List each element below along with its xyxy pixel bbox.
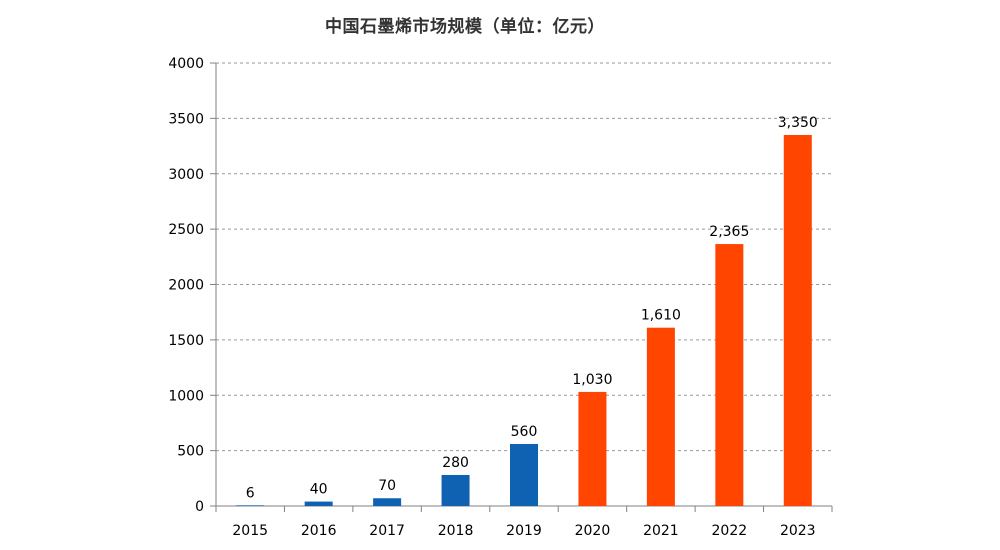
x-tick-label: 2017 — [369, 523, 405, 539]
x-tick-label: 2020 — [575, 523, 611, 539]
data-label: 70 — [378, 478, 396, 494]
bar-2023 — [783, 134, 812, 507]
bars — [236, 134, 812, 507]
bar-2015 — [236, 505, 265, 506]
x-tick-label: 2019 — [506, 523, 542, 539]
bar-2021 — [646, 327, 675, 506]
x-tick-label: 2015 — [232, 523, 268, 539]
data-label: 1,030 — [572, 372, 612, 388]
data-label: 560 — [511, 424, 538, 440]
bar-2017 — [373, 498, 402, 506]
y-tick-label: 1500 — [168, 333, 204, 349]
data-label: 2,365 — [709, 224, 749, 240]
data-label: 40 — [310, 482, 328, 498]
bar-2022 — [715, 244, 744, 507]
data-label: 6 — [246, 485, 255, 501]
y-tick-label: 2500 — [168, 222, 204, 238]
bar-2018 — [441, 474, 470, 506]
bar-2019 — [510, 443, 538, 506]
x-tick-label: 2021 — [643, 523, 679, 539]
y-tick-label: 500 — [177, 444, 204, 460]
y-tick-label: 4000 — [168, 56, 204, 72]
x-tick-labels: 2015 2016 2017 2018 2019 2020 2021 2022 2023 — [232, 523, 815, 539]
chart-title: 中国石墨烯市场规模（单位：亿元） — [325, 17, 605, 37]
y-tick-labels: 0 500 1000 1500 2000 2500 3000 3500 4000 — [168, 56, 204, 515]
x-tick-label: 2018 — [438, 523, 474, 539]
y-tick-label: 0 — [195, 499, 204, 515]
y-tick-label: 2000 — [168, 278, 204, 294]
x-tick-label: 2023 — [780, 523, 816, 539]
y-tick-label: 3000 — [168, 167, 204, 183]
x-tick-label: 2016 — [301, 523, 337, 539]
x-tick-label: 2022 — [712, 523, 748, 539]
bar-2020 — [578, 391, 607, 506]
bar-2016 — [304, 501, 333, 506]
y-tick-label: 1000 — [168, 388, 204, 404]
data-labels: 6 40 70 280 560 1,030 1,610 2,365 3,350 — [246, 115, 818, 501]
data-label: 280 — [442, 455, 469, 471]
data-label: 3,350 — [778, 115, 818, 131]
y-tick-label: 3500 — [168, 111, 204, 127]
data-label: 1,610 — [641, 308, 681, 324]
